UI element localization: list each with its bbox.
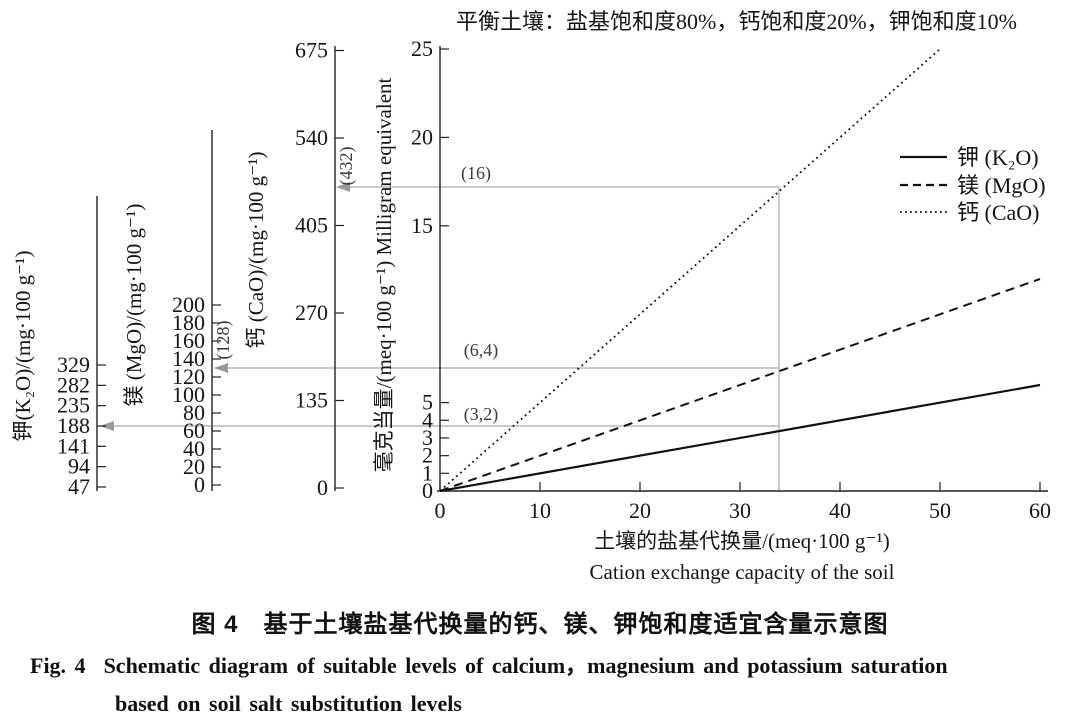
legend-label-mgo: 镁 (MgO)	[957, 173, 1046, 198]
caption-zh: 图 4 基于土壤盐基代换量的钙、镁、钾饱和度适宜含量示意图	[191, 611, 889, 638]
axes-layer: 4794141188235282329020406080100120140160…	[57, 36, 1051, 523]
meq-tick-label: 5	[422, 390, 433, 415]
magnesium-tick-label: 120	[172, 364, 205, 389]
x-tick-label: 40	[829, 498, 851, 523]
mg-axis-title: 镁 (MgO)/(mg·100 g⁻¹)	[122, 204, 146, 407]
meq-tick-label: 1	[422, 460, 433, 485]
calcium-tick-label: 0	[317, 475, 328, 500]
ca-axis-arrow-icon	[336, 182, 350, 192]
meq-tick-label: 25	[411, 36, 433, 61]
calcium-tick-label: 405	[295, 212, 328, 237]
x-tick-label: 30	[729, 498, 751, 523]
magnesium-tick-label: 40	[183, 436, 205, 461]
magnesium-tick-label: 160	[172, 328, 205, 353]
potassium-tick-label: 47	[68, 474, 90, 499]
x-tick-label: 50	[929, 498, 951, 523]
x-tick-label: 60	[1029, 498, 1051, 523]
saturation-schematic-chart: 4794141188235282329020406080100120140160…	[11, 9, 1051, 584]
meq-tick-label: 15	[411, 213, 433, 238]
magnesium-tick-label: 200	[172, 292, 205, 317]
caption-en-text1: Schematic diagram of suitable levels of …	[103, 653, 948, 678]
meq-tick-label: 20	[411, 124, 433, 149]
x-tick-label: 10	[529, 498, 551, 523]
potassium-tick-label: 282	[57, 372, 90, 397]
data-series	[439, 48, 1041, 493]
x-tick-label: 0	[435, 498, 446, 523]
legend-label-cao: 钙 (CaO)	[957, 200, 1039, 225]
annotation-k-meq: (3,2)	[464, 404, 499, 425]
x-axis-title-en: Cation exchange capacity of the soil	[590, 560, 895, 584]
magnesium-tick-label: 100	[172, 382, 205, 407]
calcium-tick-label: 270	[295, 300, 328, 325]
meq-tick-label: 2	[422, 443, 433, 468]
caption-en-line1: Fig. 4 Schematic diagram of suitable leve…	[30, 648, 1060, 680]
ca-axis-title: 钙 (CaO)/(mg·100 g⁻¹)	[244, 151, 268, 348]
magnesium-tick-label: 0	[194, 472, 205, 497]
k-axis-title: 钾(K₂O)/(mg·100 g⁻¹)	[11, 251, 35, 442]
meq-tick-label: 4	[422, 407, 433, 432]
magnesium-tick-label: 80	[183, 400, 205, 425]
calcium-tick-label: 135	[295, 387, 328, 412]
magnesium-tick-label: 60	[183, 418, 205, 443]
annotation-ca-mg: (432)	[336, 147, 357, 186]
calcium-tick-label: 540	[295, 125, 328, 150]
x-tick-label: 20	[629, 498, 651, 523]
magnesium-tick-label: 180	[172, 310, 205, 335]
cao-line-dotted	[439, 48, 941, 492]
legend-label-k2o: 钾 (K₂O)	[957, 145, 1039, 170]
annotation-ca-meq: (16)	[461, 163, 491, 184]
annotation-mg-mg: (128)	[213, 321, 234, 360]
k2o-line-solid	[439, 383, 1041, 493]
balance-soil-title: 平衡土壤：盐基饱和度80%，钙饱和度20%，钾饱和度10%	[456, 9, 1017, 34]
meq-axis-title: 毫克当量/(meq·100 g⁻¹) Milligram equivalent	[372, 77, 396, 472]
caption-en-line2: based on soil salt substitution levels	[115, 691, 462, 716]
calcium-tick-label: 675	[295, 37, 328, 62]
annotation-mg-meq: (6,4)	[464, 340, 499, 361]
caption-fig-number: Fig. 4	[30, 653, 86, 678]
magnesium-tick-label: 20	[183, 454, 205, 479]
mgo-line-dashed	[439, 278, 1041, 492]
potassium-tick-label: 141	[57, 433, 90, 458]
potassium-tick-label: 94	[68, 454, 90, 479]
potassium-tick-label: 235	[57, 393, 90, 418]
x-axis-title-zh: 土壤的盐基代换量/(meq·100 g⁻¹)	[594, 529, 890, 553]
meq-tick-label: 3	[422, 425, 433, 450]
legend: 钾 (K₂O) 镁 (MgO) 钙 (CaO)	[900, 145, 1046, 225]
potassium-tick-label: 188	[57, 413, 90, 438]
mg-axis-arrow-icon	[214, 363, 228, 373]
meq-tick-label: 0	[422, 478, 433, 503]
potassium-tick-label: 329	[57, 352, 90, 377]
magnesium-tick-label: 140	[172, 346, 205, 371]
k-axis-arrow-icon	[100, 421, 114, 431]
